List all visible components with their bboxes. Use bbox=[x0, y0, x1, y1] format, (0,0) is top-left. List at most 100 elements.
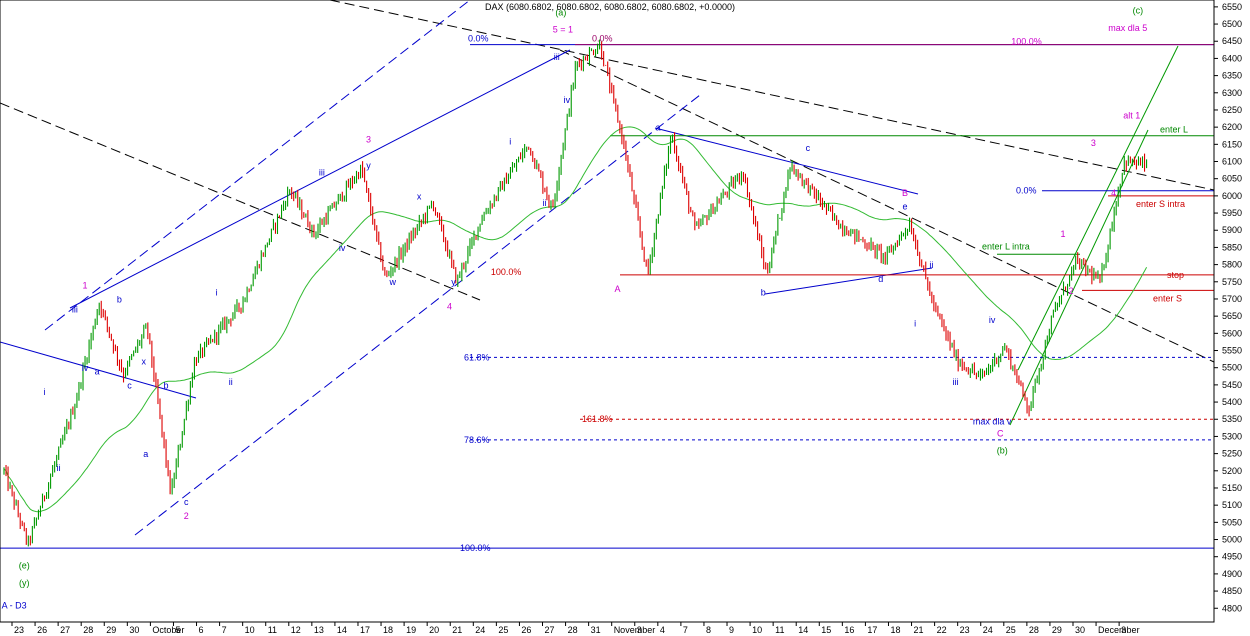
x-tick-label: 24 bbox=[475, 625, 485, 635]
trendline-blue-1 bbox=[0, 341, 197, 399]
x-tick-label: 10 bbox=[752, 625, 762, 635]
level-label: enter L intra bbox=[982, 241, 1030, 251]
wave-label: iii bbox=[319, 167, 325, 177]
wave-label: 2 bbox=[184, 511, 189, 521]
wave-label: i bbox=[43, 387, 45, 397]
wave-label: max dla v bbox=[973, 416, 1012, 426]
x-tick-label: 14 bbox=[798, 625, 808, 635]
level-label: stop bbox=[1167, 270, 1184, 280]
y-tick-label: 5950 bbox=[1222, 208, 1242, 218]
y-tick-label: 5500 bbox=[1222, 363, 1242, 373]
wave-label: a bbox=[143, 449, 148, 459]
x-tick-label: 11 bbox=[775, 625, 784, 635]
wave-label: 4 bbox=[1111, 188, 1116, 198]
level-label: 78.6% bbox=[464, 435, 490, 445]
level-label: 0.0% bbox=[592, 34, 613, 44]
y-tick-label: 6400 bbox=[1222, 53, 1242, 63]
y-tick-label: 4900 bbox=[1222, 569, 1242, 579]
wave-label: i bbox=[216, 288, 218, 298]
level-label: 0.0% bbox=[1016, 186, 1037, 196]
y-tick-label: 6450 bbox=[1222, 36, 1242, 46]
moving-average-line bbox=[3, 126, 1148, 513]
x-tick-label: 7 bbox=[683, 625, 688, 635]
trendline-blue-2 bbox=[69, 49, 571, 309]
x-tick-label: 10 bbox=[245, 625, 255, 635]
level-label: 161.8% bbox=[582, 414, 613, 424]
wave-label: B bbox=[902, 188, 908, 198]
trendline-blue-3 bbox=[654, 127, 919, 195]
y-tick-label: 6200 bbox=[1222, 122, 1242, 132]
wave-label: c bbox=[184, 497, 189, 507]
wave-label: 1 bbox=[82, 281, 87, 291]
y-tick-label: 5550 bbox=[1222, 346, 1242, 356]
wave-label: w bbox=[389, 277, 397, 287]
level-label: 100.0% bbox=[460, 543, 491, 553]
channel-blue-lower bbox=[134, 94, 701, 536]
x-tick-label: 18 bbox=[890, 625, 900, 635]
x-tick-label: 14 bbox=[337, 625, 347, 635]
y-tick-label: 6250 bbox=[1222, 105, 1242, 115]
x-tick-label: 11 bbox=[268, 625, 277, 635]
x-tick-label: 30 bbox=[1075, 625, 1085, 635]
trendlines-layer bbox=[0, 0, 1215, 536]
y-tick-label: 5800 bbox=[1222, 260, 1242, 270]
wave-label: ii bbox=[229, 377, 233, 387]
y-tick-label: 5300 bbox=[1222, 431, 1242, 441]
x-tick-label: 5 bbox=[175, 625, 180, 635]
x-tick-label: 12 bbox=[291, 625, 301, 635]
fib-levels-layer: 0.0% 0.0% enter L 0.0% enter S intra enter L … bbox=[0, 34, 1214, 553]
y-tick-label: 4950 bbox=[1222, 552, 1242, 562]
moving-average-layer bbox=[3, 126, 1148, 513]
wave-label: x bbox=[141, 356, 146, 366]
x-tick-label: 28 bbox=[1029, 625, 1039, 635]
x-tick-label: 4 bbox=[660, 625, 665, 635]
x-tick-label: 13 bbox=[314, 625, 324, 635]
y-tick-label: 5700 bbox=[1222, 294, 1242, 304]
y-tick-label: 6050 bbox=[1222, 174, 1242, 184]
wave-label: 5 = 1 bbox=[553, 25, 573, 35]
trendline-black-1 bbox=[0, 102, 481, 301]
y-tick-label: 5600 bbox=[1222, 328, 1242, 338]
wave-label: iii bbox=[554, 52, 560, 62]
y-tick-label: 5650 bbox=[1222, 311, 1242, 321]
y-tick-label: 5000 bbox=[1222, 535, 1242, 545]
y-tick-label: 6350 bbox=[1222, 71, 1242, 81]
y-tick-label: 6500 bbox=[1222, 19, 1242, 29]
wave-label: (y) bbox=[19, 578, 30, 588]
wave-label: b bbox=[117, 294, 122, 304]
x-tick-label: 26 bbox=[37, 625, 47, 635]
wave-label: i bbox=[914, 318, 916, 328]
x-tick-label: 18 bbox=[383, 625, 393, 635]
level-label: 61.8% bbox=[464, 352, 490, 362]
wave-label: ii bbox=[57, 463, 61, 473]
wave-label: iv bbox=[564, 95, 571, 105]
wave-label: (b) bbox=[997, 446, 1008, 456]
level-label: enter L bbox=[1160, 125, 1188, 135]
y-tick-label: 4850 bbox=[1222, 586, 1242, 596]
wave-label: a bbox=[655, 123, 660, 133]
wave-label: A - D3 bbox=[2, 600, 27, 610]
annotations-layer: (a) 5 = 1 100.0% 100.0% (c) max dla 5 alt 1 3 4 1… bbox=[2, 6, 1148, 611]
wave-label: 2 bbox=[1069, 286, 1074, 296]
y-tick-label: 5900 bbox=[1222, 225, 1242, 235]
wave-label: (c) bbox=[1133, 6, 1144, 16]
wave-label: 3 bbox=[1091, 138, 1096, 148]
x-tick-label: 8 bbox=[706, 625, 711, 635]
y-tick-label: 5150 bbox=[1222, 483, 1242, 493]
y-tick-label: 5050 bbox=[1222, 517, 1242, 527]
x-tick-label: 22 bbox=[937, 625, 947, 635]
wave-label: 100.0% bbox=[491, 267, 522, 277]
x-tick-label: December bbox=[1098, 625, 1140, 635]
wave-label: C bbox=[997, 428, 1004, 438]
trendline-green-2 bbox=[1009, 129, 1149, 426]
x-tick-label: 3 bbox=[637, 625, 642, 635]
wave-label: i bbox=[509, 136, 511, 146]
x-tick-label: 30 bbox=[129, 625, 139, 635]
y-tick-label: 6300 bbox=[1222, 88, 1242, 98]
x-tick-label: 24 bbox=[983, 625, 993, 635]
y-tick-label: 6550 bbox=[1222, 2, 1242, 12]
wave-label: (e) bbox=[19, 561, 30, 571]
